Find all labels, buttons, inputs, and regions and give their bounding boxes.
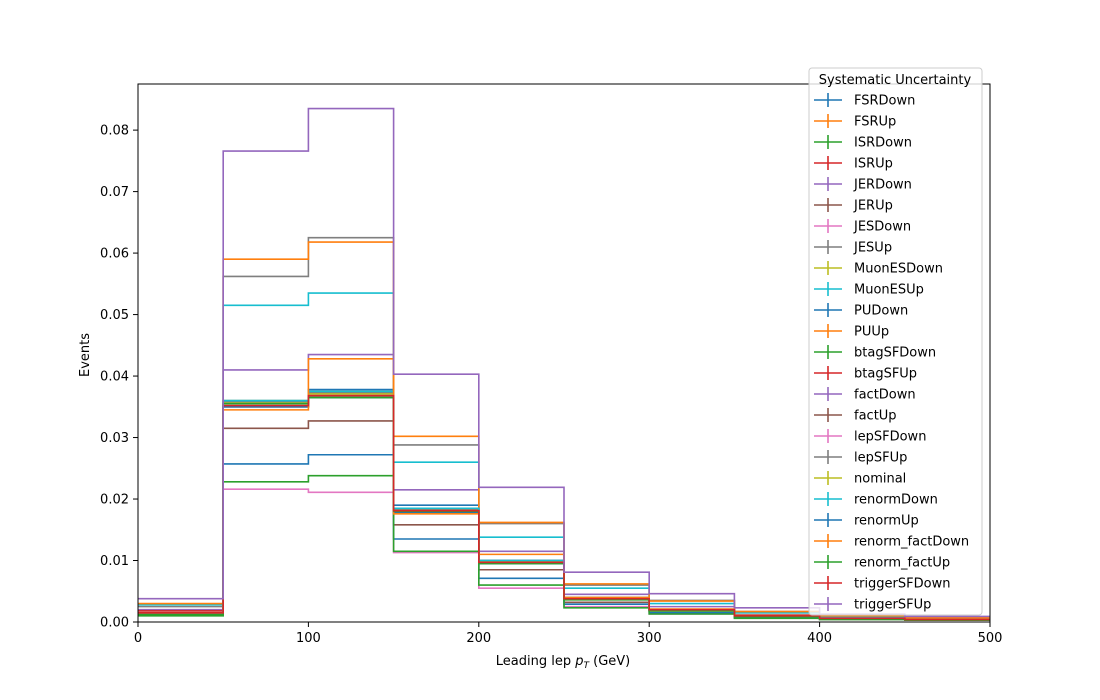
x-tick-label: 200 <box>466 631 491 646</box>
legend-item: MuonESUp <box>814 282 924 298</box>
legend-label: renormDown <box>854 493 938 508</box>
legend-item: renorm_factDown <box>814 534 969 550</box>
legend-label: MuonESDown <box>854 262 943 277</box>
x-tick-label: 100 <box>296 631 321 646</box>
legend: Systematic Uncertainty FSRDown FSRUp ISRDo… <box>808 67 983 616</box>
y-axis-label: Events <box>78 333 93 377</box>
legend-item: FSRDown <box>814 93 915 109</box>
legend-label: renorm_factDown <box>854 535 969 550</box>
legend-label: MuonESUp <box>854 283 924 298</box>
legend-label: factDown <box>854 388 916 403</box>
y-tick-label: 0.06 <box>100 247 129 262</box>
legend-item: renormDown <box>814 492 938 508</box>
legend-items: FSRDown FSRUp ISRDown ISRUp JERDown JERUp JESD… <box>814 93 969 613</box>
legend-item: triggerSFDown <box>814 576 950 592</box>
legend-label: btagSFUp <box>854 367 917 382</box>
x-axis-label: Leading lep pT (GeV) <box>496 654 630 671</box>
legend-item: JERDown <box>814 177 912 193</box>
legend-label: triggerSFDown <box>854 577 950 592</box>
y-tick-label: 0.05 <box>100 308 129 323</box>
y-tick-label: 0.01 <box>100 554 129 569</box>
legend-label: renormUp <box>854 514 919 529</box>
x-tick-label: 500 <box>978 631 1003 646</box>
legend-title: Systematic Uncertainty <box>819 73 972 88</box>
y-tick-label: 0.02 <box>100 493 129 508</box>
x-tick-label: 400 <box>807 631 832 646</box>
legend-label: JESDown <box>853 220 911 235</box>
axes-layer: 0 100 200 300 400 500 0.00 0.01 0.02 0.03 0.04 0.05… <box>100 83 1003 646</box>
legend-label: FSRUp <box>854 115 896 130</box>
legend-item: nominal <box>814 471 906 487</box>
legend-item: FSRUp <box>814 114 896 130</box>
legend-label: lepSFUp <box>854 451 907 466</box>
legend-item: btagSFDown <box>814 345 936 361</box>
legend-label: lepSFDown <box>854 430 926 445</box>
x-tick-label: 300 <box>637 631 662 646</box>
legend-item: JERUp <box>814 198 893 214</box>
legend-item: lepSFDown <box>814 429 926 445</box>
y-tick-label: 0.08 <box>100 124 129 139</box>
legend-label: renorm_factUp <box>854 556 950 571</box>
legend-item: renorm_factUp <box>814 555 950 571</box>
legend-label: JERUp <box>853 199 893 214</box>
legend-item: JESUp <box>814 240 892 256</box>
legend-label: ISRUp <box>854 157 893 172</box>
legend-item: PUDown <box>814 303 908 319</box>
x-tick-label: 0 <box>134 631 142 646</box>
legend-label: nominal <box>854 472 906 487</box>
series-layer <box>138 107 990 621</box>
legend-label: JERDown <box>853 178 912 193</box>
legend-item: renormUp <box>814 513 919 529</box>
y-tick-label: 0.00 <box>100 616 129 631</box>
legend-item: lepSFUp <box>814 450 907 466</box>
y-tick-label: 0.04 <box>100 370 129 385</box>
legend-label: factUp <box>854 409 897 424</box>
legend-item: triggerSFUp <box>814 597 931 613</box>
legend-item: PUUp <box>814 324 889 340</box>
plot-frame <box>137 83 991 623</box>
y-tick-label: 0.03 <box>100 431 129 446</box>
legend-label: PUDown <box>854 304 908 319</box>
legend-item: ISRDown <box>814 135 912 151</box>
legend-item: factUp <box>814 408 897 424</box>
legend-label: FSRDown <box>854 94 915 109</box>
series-line-triggerSFDown <box>138 394 990 621</box>
legend-item: JESDown <box>814 219 911 235</box>
legend-frame <box>808 67 983 616</box>
legend-label: btagSFDown <box>854 346 936 361</box>
legend-label: PUUp <box>854 325 889 340</box>
legend-item: factDown <box>814 387 916 403</box>
legend-item: ISRUp <box>814 156 893 172</box>
legend-item: MuonESDown <box>814 261 943 277</box>
legend-label: triggerSFUp <box>854 598 931 613</box>
y-tick-label: 0.07 <box>100 185 129 200</box>
legend-label: JESUp <box>853 241 892 256</box>
legend-label: ISRDown <box>854 136 912 151</box>
legend-item: btagSFUp <box>814 366 917 382</box>
